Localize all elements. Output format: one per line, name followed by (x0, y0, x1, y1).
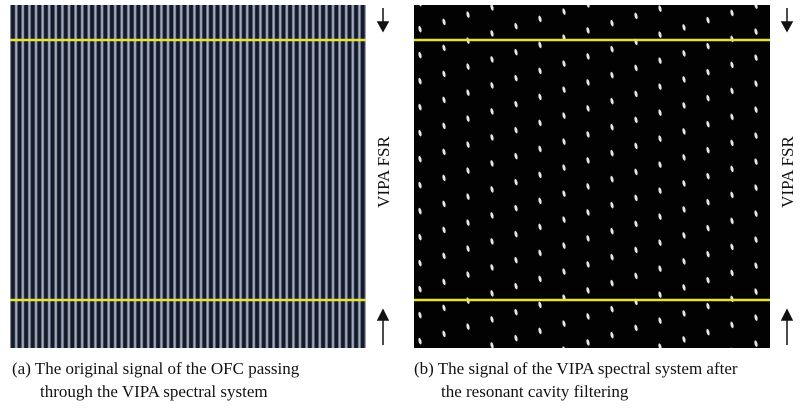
caption: the resonant cavity filtering (441, 382, 629, 401)
figure: VIPA FSR (a) The original signal of the … (0, 0, 809, 411)
side-label: VIPA FSR (374, 136, 393, 208)
image-a (10, 5, 366, 348)
side-label: VIPA FSR (778, 136, 797, 208)
panel-b: VIPA FSR (b) The signal of the VIPA spec… (414, 5, 797, 401)
panel-a: VIPA FSR (a) The original signal of the … (10, 5, 393, 401)
page: VIPA FSR (a) The original signal of the … (0, 0, 809, 411)
caption: through the VIPA spectral system (40, 382, 268, 401)
image-b (414, 5, 770, 348)
caption: (b) The signal of the VIPA spectral syst… (414, 359, 738, 378)
caption: (a) The original signal of the OFC passi… (12, 359, 300, 378)
